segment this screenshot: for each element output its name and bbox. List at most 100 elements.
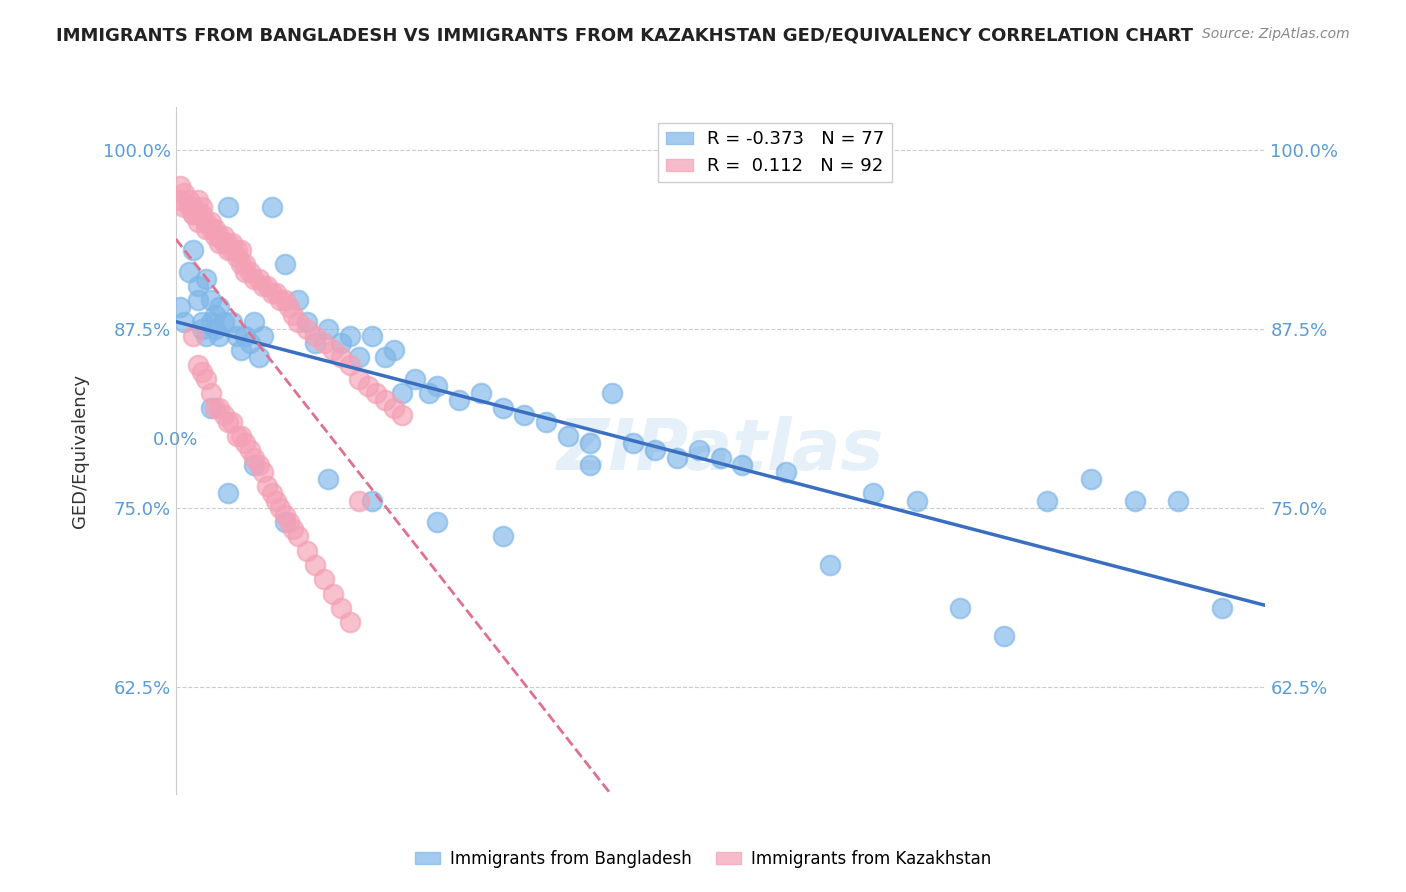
Point [195, 214, 218, 228]
Point [217, 486, 239, 500]
Point [278, 301, 301, 315]
Point [239, 264, 262, 278]
Point [905, 493, 928, 508]
Point [644, 443, 666, 458]
Point [169, 193, 191, 207]
Point [557, 429, 579, 443]
Point [269, 293, 291, 308]
Point [256, 279, 278, 293]
Point [186, 293, 209, 308]
Point [200, 214, 222, 228]
Point [447, 393, 470, 408]
Point [304, 336, 326, 351]
Point [181, 329, 204, 343]
Point [621, 436, 644, 450]
Point [426, 515, 449, 529]
Point [287, 315, 309, 329]
Point [318, 322, 340, 336]
Point [492, 529, 515, 543]
Point [312, 572, 335, 586]
Point [274, 515, 297, 529]
Point [217, 243, 239, 257]
Point [191, 200, 214, 214]
Point [195, 272, 218, 286]
Point [181, 207, 204, 221]
Point [374, 393, 396, 408]
Point [208, 329, 231, 343]
Point [243, 450, 266, 465]
Point [1123, 493, 1146, 508]
Point [225, 250, 247, 264]
Point [235, 264, 257, 278]
Point [243, 458, 266, 472]
Point [252, 329, 274, 343]
Point [356, 379, 378, 393]
Point [212, 228, 235, 243]
Point [366, 386, 388, 401]
Point [204, 308, 226, 322]
Point [1036, 493, 1059, 508]
Point [225, 243, 247, 257]
Point [374, 351, 396, 365]
Point [391, 386, 413, 401]
Point [191, 322, 214, 336]
Point [534, 415, 557, 429]
Point [243, 315, 266, 329]
Point [195, 221, 218, 235]
Point [862, 486, 884, 500]
Point [204, 322, 226, 336]
Point [274, 257, 297, 271]
Point [579, 458, 602, 472]
Point [204, 228, 226, 243]
Point [208, 228, 231, 243]
Legend: R = -0.373   N = 77, R =  0.112   N = 92: R = -0.373 N = 77, R = 0.112 N = 92 [658, 123, 891, 182]
Point [382, 343, 405, 358]
Point [221, 243, 243, 257]
Point [710, 450, 733, 465]
Point [212, 315, 235, 329]
Point [260, 200, 283, 214]
Point [347, 372, 370, 386]
Point [173, 315, 195, 329]
Point [208, 235, 231, 250]
Point [247, 351, 270, 365]
Point [181, 243, 204, 257]
Point [186, 193, 209, 207]
Point [231, 343, 253, 358]
Point [204, 401, 226, 415]
Point [278, 515, 301, 529]
Point [235, 257, 257, 271]
Point [169, 301, 191, 315]
Y-axis label: GED/Equivalency: GED/Equivalency [70, 374, 89, 527]
Point [426, 379, 449, 393]
Point [418, 386, 440, 401]
Point [212, 235, 235, 250]
Point [287, 293, 309, 308]
Point [347, 493, 370, 508]
Point [322, 586, 344, 600]
Point [191, 365, 214, 379]
Point [274, 293, 297, 308]
Point [339, 358, 361, 372]
Point [295, 322, 318, 336]
Point [235, 436, 257, 450]
Point [1080, 472, 1102, 486]
Legend: Immigrants from Bangladesh, Immigrants from Kazakhstan: Immigrants from Bangladesh, Immigrants f… [408, 844, 998, 875]
Point [235, 329, 257, 343]
Point [579, 436, 602, 450]
Point [212, 408, 235, 422]
Point [775, 465, 797, 479]
Point [181, 200, 204, 214]
Point [221, 415, 243, 429]
Point [260, 286, 283, 301]
Point [169, 178, 191, 193]
Point [322, 343, 344, 358]
Point [243, 272, 266, 286]
Text: Source: ZipAtlas.com: Source: ZipAtlas.com [1202, 27, 1350, 41]
Point [600, 386, 623, 401]
Point [339, 615, 361, 630]
Point [1167, 493, 1189, 508]
Point [256, 479, 278, 493]
Point [221, 315, 243, 329]
Point [195, 372, 218, 386]
